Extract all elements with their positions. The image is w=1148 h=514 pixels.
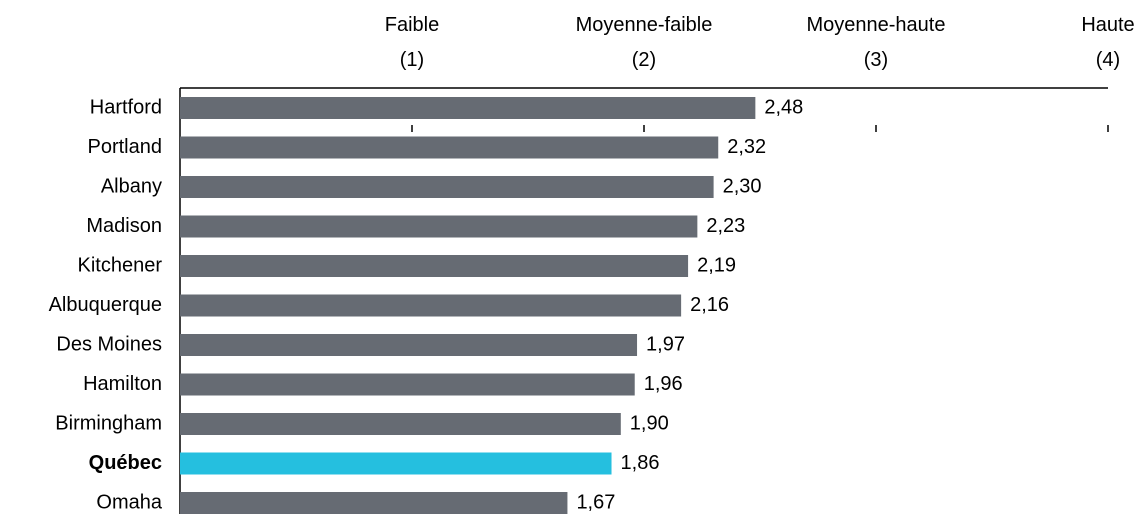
bar [180,136,719,159]
x-tick-label: Moyenne-haute (3) [806,14,946,71]
category-label: Portland [88,136,163,158]
category-label: Albany [101,175,162,197]
bar [180,176,714,198]
value-label: 1,90 [630,412,669,434]
bar [180,413,621,435]
category-label: Kitchener [78,254,163,276]
bar [180,373,635,396]
value-label: 2,32 [727,136,766,158]
category-label: Des Moines [56,333,162,355]
bar [180,294,682,317]
bar [180,492,568,514]
category-label: Madison [86,215,162,237]
bar [180,334,638,356]
value-label: 2,48 [764,96,803,118]
bar [180,215,698,238]
value-label: 1,67 [576,491,615,513]
category-label: Hartford [90,96,162,118]
x-tick-label: Haute (4) [1081,14,1135,71]
x-tick-label: Faible (1) [384,14,440,71]
value-label: 2,23 [706,215,745,237]
value-label: 2,16 [690,294,729,316]
category-label: Hamilton [83,373,162,395]
bar [180,97,756,119]
category-label: Québec [89,452,162,474]
bar [180,255,689,277]
x-tick-label: Moyenne-faible (2) [575,14,713,71]
value-label: 1,86 [621,452,660,474]
value-label: 2,30 [723,175,762,197]
value-label: 2,19 [697,254,736,276]
category-label: Albuquerque [49,294,162,316]
value-label: 1,97 [646,333,685,355]
bar [180,452,612,475]
category-label: Birmingham [55,412,162,434]
value-label: 1,96 [644,373,683,395]
category-label: Omaha [96,491,162,513]
